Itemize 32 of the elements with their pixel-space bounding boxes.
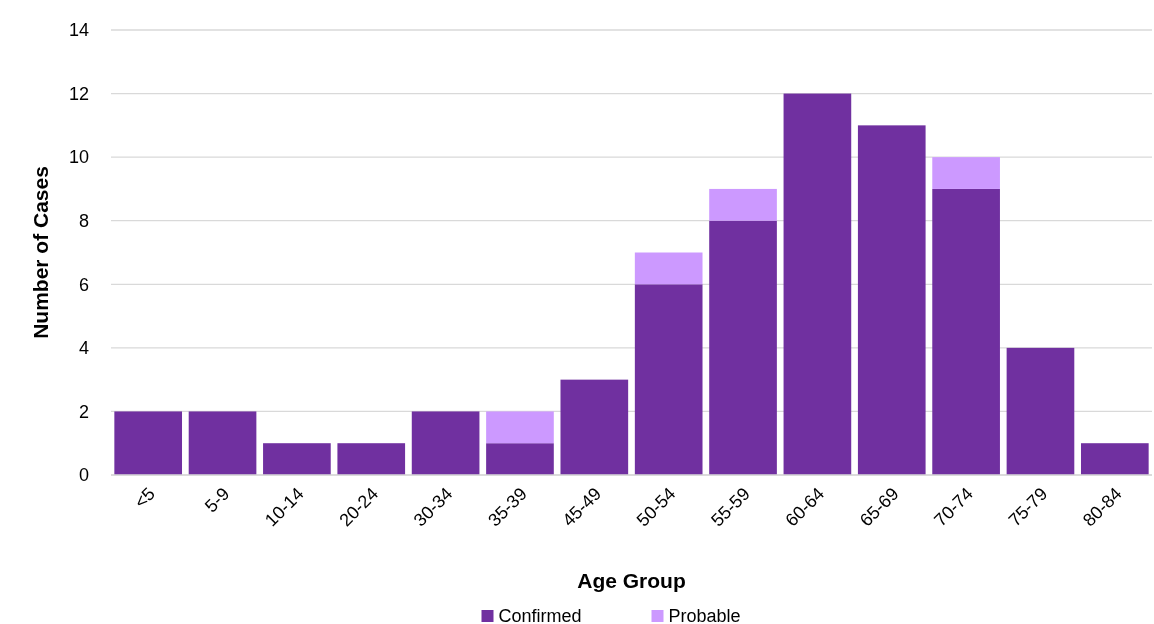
- bar: [188, 411, 257, 475]
- x-tick-label: <5: [130, 483, 160, 513]
- bar: [411, 411, 480, 475]
- x-tick-label: 5-9: [200, 483, 234, 517]
- bar: [114, 411, 183, 475]
- bar: [932, 157, 1000, 189]
- bar: [1006, 347, 1075, 475]
- bar: [783, 93, 852, 475]
- legend-label: Confirmed: [498, 606, 582, 624]
- y-tick-label: 10: [68, 147, 89, 168]
- y-tick-label: 8: [78, 211, 89, 232]
- y-tick-label: 0: [78, 465, 89, 486]
- y-tick-label: 2: [78, 401, 89, 422]
- bar: [709, 220, 777, 475]
- legend-label: Probable: [668, 606, 741, 624]
- bar: [634, 252, 703, 285]
- bar: [486, 411, 554, 444]
- bar: [634, 284, 703, 475]
- y-tick-label: 12: [68, 83, 89, 104]
- bar: [857, 125, 926, 475]
- bar: [560, 379, 629, 475]
- bar: [709, 188, 777, 221]
- bar: [263, 443, 331, 475]
- y-tick-label: 4: [78, 338, 89, 359]
- bar: [932, 188, 1000, 475]
- y-tick-label: 6: [78, 274, 89, 295]
- bar: [486, 443, 554, 475]
- y-tick-label: 14: [68, 20, 89, 41]
- x-axis-title: Age Group: [577, 569, 686, 592]
- bar: [1080, 443, 1149, 475]
- bar: [337, 443, 406, 475]
- y-axis-title: Number of Cases: [29, 166, 52, 339]
